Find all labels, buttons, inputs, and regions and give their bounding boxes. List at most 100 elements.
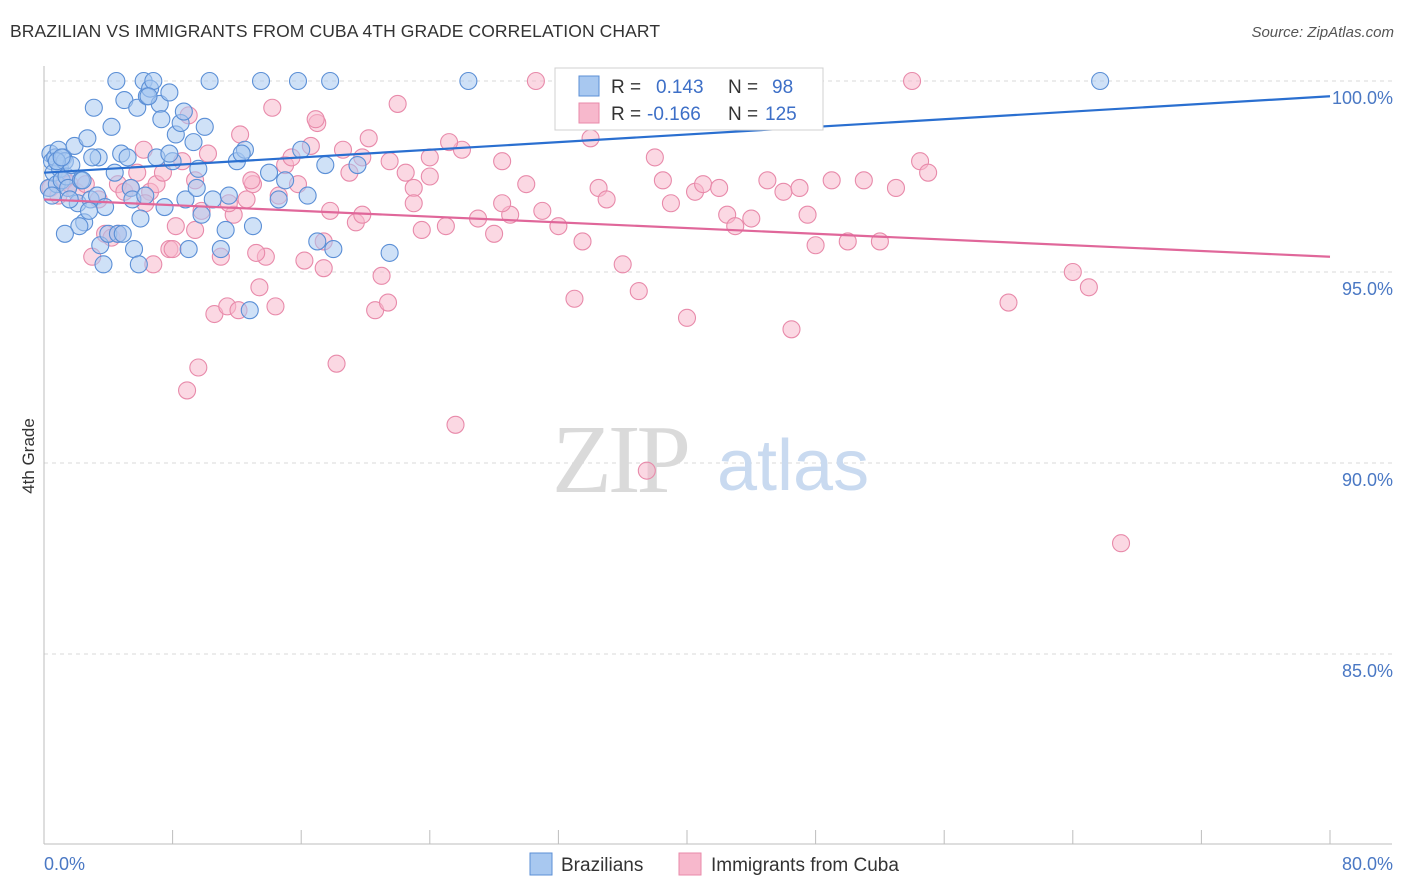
- cuba-point: [446, 415, 465, 434]
- y-tick-label: 95.0%: [1342, 279, 1393, 299]
- cuba-point: [565, 289, 584, 308]
- brazilian-point: [276, 171, 295, 190]
- watermark-atlas: atlas: [717, 426, 869, 506]
- x-tick-label: 0.0%: [44, 854, 85, 874]
- cuba-point: [247, 243, 266, 262]
- watermark: ZIP atlas: [552, 406, 869, 514]
- brazilian-point: [84, 98, 103, 117]
- cuba-point: [166, 217, 185, 236]
- cuba-point: [886, 178, 906, 198]
- cuba-point: [404, 178, 423, 198]
- trend-line: [43, 198, 1331, 258]
- brazilian-point: [78, 129, 97, 148]
- cuba-point: [919, 163, 938, 182]
- cuba-point: [242, 171, 261, 190]
- cuba-point: [798, 205, 817, 224]
- brazilian-point: [131, 209, 150, 228]
- cuba-point: [263, 98, 282, 117]
- cuba-point: [533, 201, 552, 220]
- stats-legend: R = 0.143 N = 98 R = -0.166 N = 125: [554, 67, 824, 131]
- cuba-point: [661, 194, 680, 213]
- brazilian-point: [94, 255, 113, 274]
- stats-pink-n-value: 125: [765, 104, 797, 125]
- brazilian-point: [160, 144, 179, 163]
- cuba-point: [782, 320, 801, 339]
- brazilian-point: [298, 186, 317, 205]
- cuba-point: [163, 240, 182, 259]
- stats-pink-r-label: R =: [611, 104, 641, 125]
- brazilian-point: [118, 148, 137, 167]
- brazilian-point: [259, 163, 279, 182]
- y-tick-label: 85.0%: [1342, 661, 1393, 681]
- stats-pink-r-value: -0.166: [647, 104, 701, 125]
- brazilian-point: [73, 171, 92, 190]
- brazilian-point: [251, 71, 271, 91]
- brazilian-point: [139, 87, 158, 106]
- cuba-point: [526, 71, 545, 91]
- brazilian-point: [70, 217, 89, 236]
- cuba-point: [629, 282, 648, 301]
- y-tick-label: 90.0%: [1342, 470, 1393, 490]
- brazilian-point: [348, 155, 367, 175]
- brazilian-point: [1091, 71, 1110, 91]
- brazilian-point: [195, 117, 214, 136]
- brazilian-point: [113, 224, 132, 243]
- brazilian-point: [174, 102, 193, 121]
- brazilian-point: [79, 201, 99, 220]
- cuba-point: [372, 266, 391, 285]
- cuba-point: [758, 171, 777, 190]
- cuba-point: [314, 259, 333, 278]
- cuba-point: [549, 217, 568, 236]
- cuba-point: [1063, 262, 1082, 282]
- chart-title: BRAZILIAN VS IMMIGRANTS FROM CUBA 4TH GR…: [10, 21, 661, 41]
- cuba-point: [493, 194, 512, 213]
- trend-line: [43, 95, 1331, 174]
- cuba-point: [327, 354, 346, 373]
- cuba-point: [854, 171, 873, 190]
- brazilian-point: [316, 155, 335, 175]
- cuba-point: [742, 209, 761, 228]
- cuba-point: [710, 178, 729, 198]
- brazilian-point: [380, 243, 399, 262]
- brazilian-point: [105, 163, 124, 182]
- y-axis-label: 4th Grade: [19, 418, 38, 494]
- cuba-point: [653, 171, 672, 190]
- stats-blue-swatch: [578, 75, 600, 97]
- cuba-point: [774, 182, 793, 201]
- brazilian-point: [324, 240, 343, 259]
- brazilian-point: [288, 71, 308, 91]
- brazilian-point: [124, 240, 144, 259]
- chart-source: Source: ZipAtlas.com: [1251, 24, 1394, 41]
- cuba-point: [597, 190, 616, 209]
- brazilian-point: [243, 217, 263, 236]
- cuba-point: [790, 178, 809, 198]
- brazilian-point: [144, 71, 163, 91]
- cuba-point: [902, 71, 922, 91]
- stats-blue-n-value: 98: [772, 77, 793, 98]
- cuba-point: [404, 194, 423, 213]
- cuba-point: [189, 358, 208, 377]
- stats-blue-r-value: 0.143: [656, 77, 704, 98]
- brazilian-point: [292, 140, 311, 159]
- cuba-point: [378, 293, 398, 312]
- x-tick-label: 80.0%: [1342, 854, 1393, 874]
- cuba-point: [420, 148, 439, 167]
- cuba-point: [485, 224, 504, 243]
- brazilian-point: [55, 224, 74, 243]
- cuba-point: [726, 217, 745, 236]
- brazilian-point: [42, 186, 62, 205]
- legend-label-brazilians: Brazilians: [561, 855, 643, 876]
- brazilian-point: [136, 186, 155, 205]
- stats-blue-r-label: R =: [611, 77, 641, 98]
- brazilian-point: [200, 71, 219, 91]
- cuba-point: [637, 461, 656, 480]
- cuba-point: [178, 381, 197, 400]
- stats-pink-swatch: [578, 102, 600, 124]
- watermark-zip: ZIP: [552, 406, 687, 514]
- cuba-point: [1111, 534, 1131, 553]
- cuba-point: [822, 171, 841, 190]
- cuba-point: [440, 133, 459, 152]
- cuba-point: [266, 297, 285, 316]
- brazilian-point: [211, 240, 230, 259]
